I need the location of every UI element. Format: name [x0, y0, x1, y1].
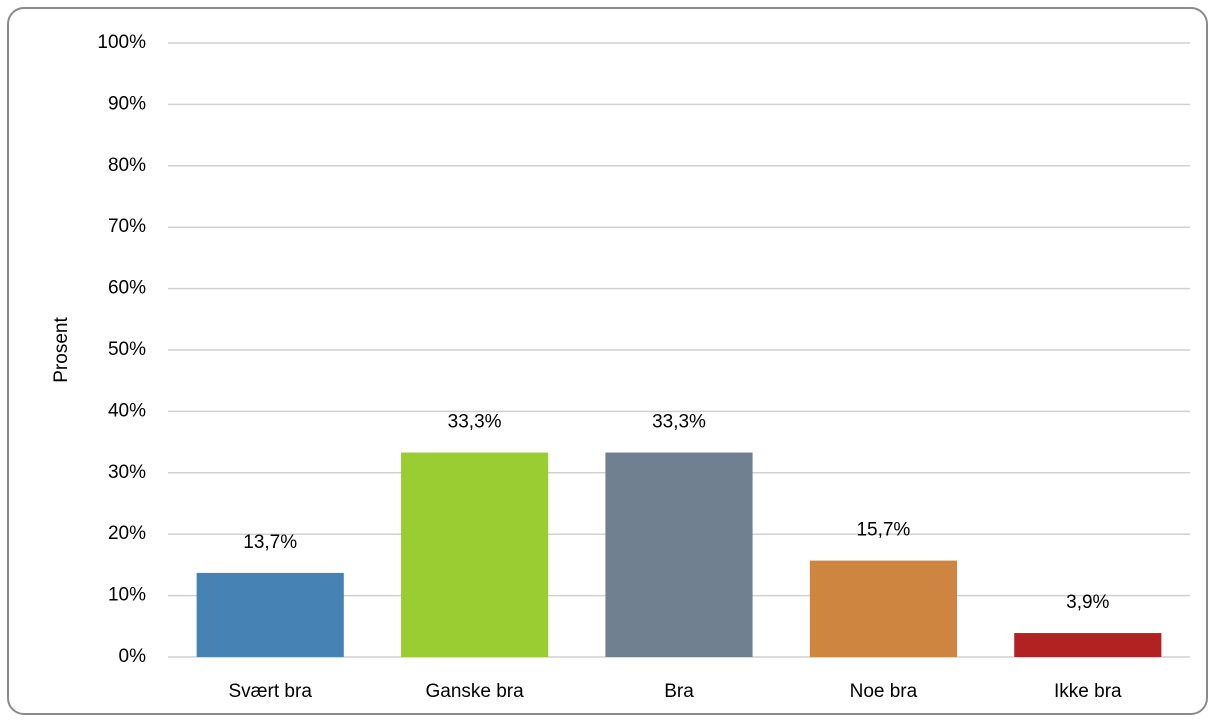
bar: [605, 452, 753, 657]
x-tick-label: Noe bra: [850, 681, 918, 702]
y-tick-label: 50%: [108, 339, 146, 360]
y-tick-label: 40%: [108, 400, 146, 421]
y-tick-label: 90%: [108, 93, 146, 114]
bar: [196, 572, 344, 657]
bar: [401, 452, 549, 657]
y-tick-label: 100%: [97, 32, 146, 53]
y-tick-label: 70%: [108, 216, 146, 237]
y-tick-label: 20%: [108, 523, 146, 544]
y-tick-label: 60%: [108, 278, 146, 299]
data-label: 3,9%: [1066, 592, 1109, 613]
y-tick-label: 0%: [119, 646, 147, 667]
y-tick-label: 10%: [108, 585, 146, 606]
data-label: 33,3%: [448, 412, 502, 433]
x-tick-label: Svært bra: [228, 681, 312, 702]
y-axis-label: Prosent: [51, 317, 72, 383]
bar: [809, 560, 957, 657]
y-tick-label: 30%: [108, 462, 146, 483]
bar: [1014, 633, 1162, 657]
x-tick-label: Bra: [664, 681, 694, 702]
x-tick-label: Ganske bra: [425, 681, 524, 702]
data-label: 33,3%: [652, 412, 706, 433]
x-tick-label: Ikke bra: [1054, 681, 1122, 702]
y-tick-label: 80%: [108, 155, 146, 176]
data-label: 13,7%: [243, 532, 297, 553]
chart-border: [7, 7, 1208, 715]
data-label: 15,7%: [856, 520, 910, 541]
